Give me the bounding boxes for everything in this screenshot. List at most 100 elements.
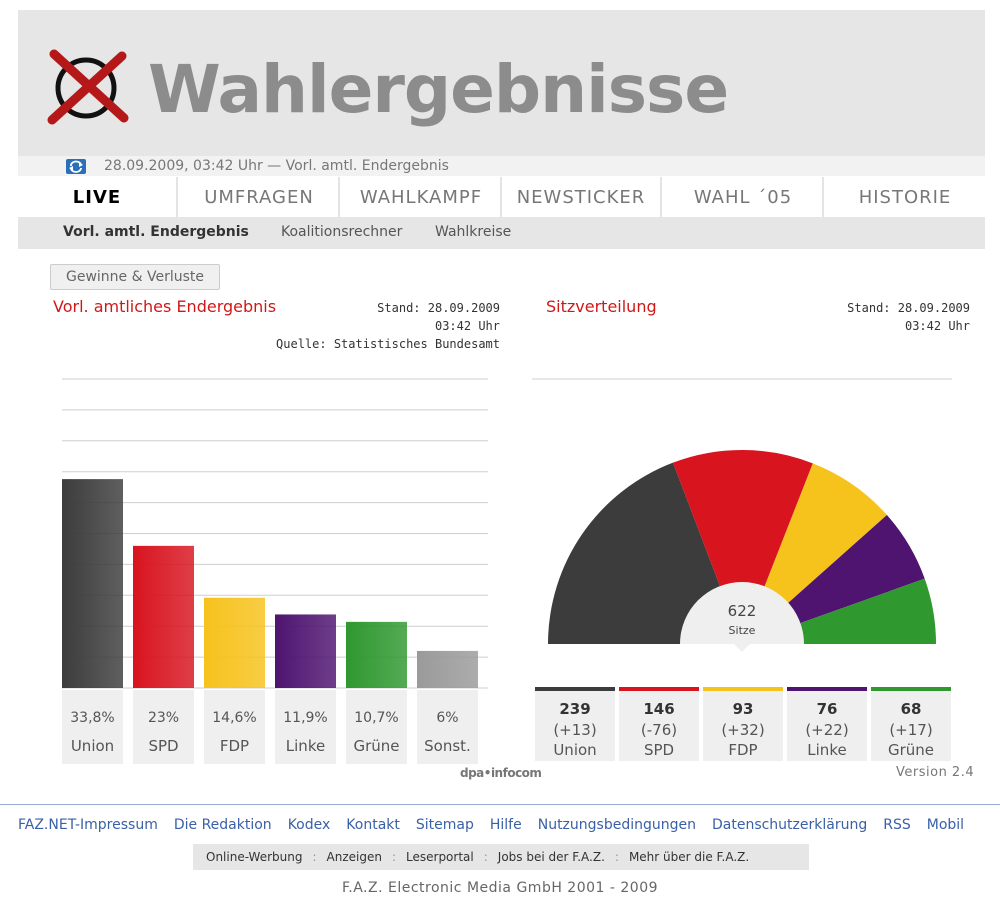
legend-seat-change: (+22)	[805, 721, 848, 739]
bar-label-box	[204, 690, 265, 764]
bar-category-label: Linke	[286, 737, 325, 755]
legend-party-name: FDP	[728, 741, 757, 759]
seats-title: Sitzverteilung	[546, 297, 657, 316]
footer-link-redaktion[interactable]: Die Redaktion	[173, 817, 272, 833]
footer-link-nutzungsbedingungen[interactable]: Nutzungsbedingungen	[537, 817, 696, 833]
bubble-pointer	[734, 644, 750, 652]
legend-color-bar	[703, 687, 783, 691]
seat-total-value: 622	[728, 602, 757, 620]
bar-category-label: Union	[71, 737, 114, 755]
bar-union[interactable]	[62, 479, 123, 688]
legend-party-name: SPD	[644, 741, 674, 759]
footer-service-bar	[193, 844, 809, 870]
bar-grne[interactable]	[346, 621, 407, 688]
footer-link-hilfe[interactable]: Hilfe	[489, 817, 522, 833]
seat-total-label: Sitze	[729, 624, 756, 637]
legend-seat-count: 146	[643, 700, 674, 718]
seat-slice-linke[interactable]	[786, 515, 925, 624]
footer-link-rss[interactable]: RSS	[883, 817, 911, 833]
legend-seat-change: (+13)	[553, 721, 596, 739]
footer-link-datenschutz[interactable]: Datenschutzerklärung	[711, 817, 868, 833]
tab-live[interactable]: LIVE	[18, 177, 178, 217]
footer-jobs[interactable]: Jobs bei der F.A.Z.	[497, 850, 605, 864]
tab-historie[interactable]: HISTORIE	[825, 177, 985, 217]
subnav-bar	[18, 217, 985, 249]
version-label: Version 2.4	[896, 765, 975, 780]
legend-color-bar	[871, 687, 951, 691]
bar-value-label: 33,8%	[70, 710, 114, 726]
legend-box	[787, 691, 867, 761]
footer-link-mobil[interactable]: Mobil	[926, 817, 965, 833]
tab-wahl-05[interactable]: WAHL ´05	[664, 177, 824, 217]
legend-color-bar	[787, 687, 867, 691]
legend-seat-change: (+17)	[889, 721, 932, 739]
bar-label-box	[275, 690, 336, 764]
footer-anzeigen[interactable]: Anzeigen	[326, 850, 382, 864]
tab-newsticker[interactable]: NEWSTICKER	[502, 177, 662, 217]
legend-box	[871, 691, 951, 761]
gains-losses-button[interactable]: Gewinne & Verluste	[50, 264, 220, 290]
footer-link-impressum[interactable]: FAZ.NET-Impressum	[18, 817, 158, 833]
legend-seat-change: (-76)	[641, 721, 677, 739]
status-text: 28.09.2009, 03:42 Uhr — Vorl. amtl. Ende…	[104, 158, 449, 174]
bar-spd[interactable]	[133, 545, 194, 688]
bar-fdp[interactable]	[204, 597, 265, 688]
footer-mehr-ueber[interactable]: Mehr über die F.A.Z.	[628, 850, 750, 864]
footer-leserportal[interactable]: Leserportal	[406, 850, 474, 864]
refresh-icon[interactable]	[66, 159, 86, 174]
legend-party-name: Grüne	[888, 741, 934, 759]
subnav-wahlkreise[interactable]: Wahlkreise	[435, 224, 512, 240]
bar-value-label: 10,7%	[354, 710, 398, 726]
bar-value-label: 11,9%	[283, 710, 327, 726]
legend-color-bar	[535, 687, 615, 691]
seat-distribution-chart: 622 Sitze 239 (+13) Union 146 (-76) SPD 93 (+32) F…	[532, 378, 952, 761]
tab-wahlkampf[interactable]: WAHLKAMPF	[342, 177, 502, 217]
dpa-credit: dpa•infocom	[460, 766, 542, 780]
legend-seat-change: (+32)	[721, 721, 764, 739]
bar-value-label: 14,6%	[212, 710, 256, 726]
separator: :	[483, 850, 488, 864]
bar-value-label: 23%	[148, 710, 179, 726]
seats-stand: Stand: 28.09.2009	[847, 301, 970, 315]
footer-link-kodex[interactable]: Kodex	[287, 817, 331, 833]
footer-link-sitemap[interactable]: Sitemap	[415, 817, 474, 833]
legend-seat-count: 68	[901, 700, 922, 718]
legend-box	[619, 691, 699, 761]
seat-slice-grne[interactable]	[798, 578, 936, 644]
bar-linke[interactable]	[275, 614, 336, 688]
legend-box	[535, 691, 615, 761]
seat-slice-fdp[interactable]	[763, 463, 887, 605]
bar-category-label: Grüne	[353, 737, 399, 755]
legend-box	[703, 691, 783, 761]
results-time: 03:42 Uhr	[434, 319, 500, 333]
bar-label-box	[133, 690, 194, 764]
seat-slice-union[interactable]	[548, 462, 721, 644]
bar-label-box	[62, 690, 123, 764]
seats-time: 03:42 Uhr	[904, 319, 970, 333]
subnav-endergebnis[interactable]: Vorl. amtl. Endergebnis	[63, 224, 249, 240]
bar-category-label: SPD	[148, 737, 178, 755]
separator: :	[312, 850, 317, 864]
bar-category-label: FDP	[220, 737, 249, 755]
legend-party-name: Linke	[807, 741, 846, 759]
seat-slice-spd[interactable]	[672, 450, 813, 589]
vote-share-bar-chart: 33,8% Union 23% SPD 14,6% FDP 11,9% Linke 10,7% G…	[62, 378, 488, 764]
results-title: Vorl. amtliches Endergebnis	[53, 297, 277, 316]
footer-online-werbung[interactable]: Online-Werbung	[206, 850, 303, 864]
legend-seat-count: 76	[817, 700, 838, 718]
tab-umfragen[interactable]: UMFRAGEN	[180, 177, 340, 217]
subnav-koalitionsrechner[interactable]: Koalitionsrechner	[281, 224, 403, 240]
legend-seat-count: 239	[559, 700, 590, 718]
bar-category-label: Sonst.	[424, 737, 471, 755]
bar-value-label: 6%	[436, 710, 458, 726]
footer-links: FAZ.NET-Impressum Die Redaktion Kodex Konta…	[18, 815, 980, 835]
results-source: Quelle: Statistisches Bundesamt	[276, 337, 500, 351]
footer-link-kontakt[interactable]: Kontakt	[346, 817, 400, 833]
bar-sonst[interactable]	[417, 650, 478, 688]
separator: :	[614, 850, 619, 864]
footer-service-links: Online-Werbung: Anzeigen: Leserportal: Jobs…	[206, 848, 749, 866]
status-bar	[18, 156, 985, 176]
bar-label-box	[346, 690, 407, 764]
seat-total-bubble	[680, 582, 804, 644]
footer-divider	[0, 804, 1000, 805]
